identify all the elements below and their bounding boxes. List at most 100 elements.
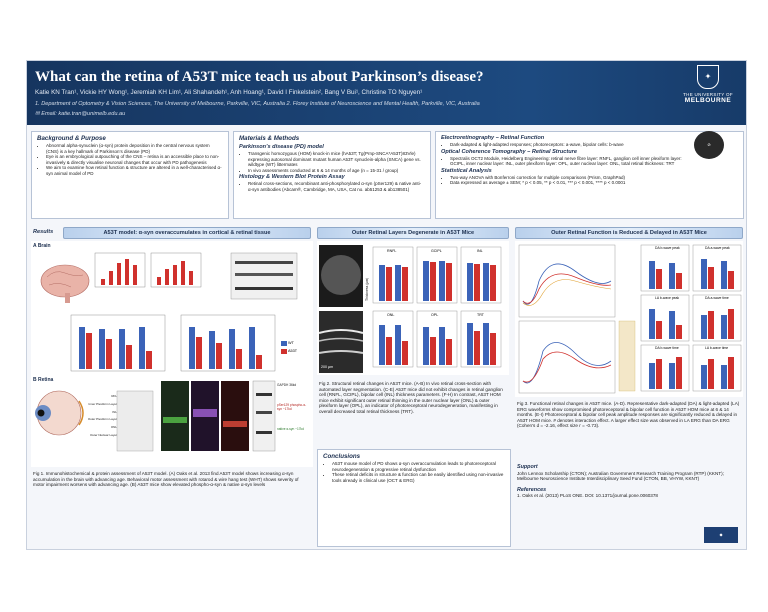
conclusion-bullet: These retinal deficits in structure & fu… (332, 472, 504, 483)
oct-bscan-image (319, 311, 363, 373)
ephys-bullet: Spectralis OCT2 Module, Heidelberg Engin… (450, 156, 695, 167)
retina-label: B Retina (33, 377, 54, 383)
legend-wt-label: WT (288, 341, 294, 345)
bipolar-cell-legend (618, 320, 636, 392)
retina-western-blot (252, 380, 276, 452)
reference-item: 1. Oaks et al. (2013) PLoS ONE. DOI: 10.… (517, 493, 658, 499)
university-logo: ✦ THE UNIVERSITY OF MELBOURNE (680, 65, 736, 121)
logo-text-line2: MELBOURNE (684, 97, 732, 104)
oct-chart-grid (372, 246, 502, 368)
panel3-svg (518, 244, 742, 394)
retina-section-bw (116, 390, 154, 452)
erg-panel-label: DA b-wave time (655, 346, 679, 350)
oct-panel-label: ONL (387, 313, 395, 317)
fig2-caption: Fig 2. Structural retinal changes in A53… (319, 381, 503, 414)
wb-phospho-label: pSer129 phospho-α-syn ~17kd (277, 403, 307, 411)
poster-header: What can the retina of A53T mice teach u… (27, 61, 746, 125)
methods-bullet: In vivo assessments conducted at 6 & 14 … (248, 168, 424, 174)
conclusions-heading: Conclusions (323, 453, 361, 460)
scalebar-label: 200 µm (321, 365, 334, 369)
support-heading: Support (517, 464, 538, 470)
erg-chart-grid (640, 244, 742, 392)
stats-subheading: Statistical Analysis (441, 167, 492, 174)
panel2-figure: 200 µm RNFL GCIPL INL ONL OPL TRT Thickn… (317, 241, 509, 375)
panel1-title: A53T model: α-syn overaccumulates in cor… (63, 227, 311, 239)
erg-panel-label: LA b-wave time (705, 346, 729, 350)
wb-gapdh-label: GAPDH 36kd (277, 383, 297, 387)
oct-panel-label: RNFL (387, 249, 397, 253)
erg-panel-label: DA a-wave peak (705, 246, 730, 250)
retina-layer-label: RFL (111, 394, 117, 398)
oct-subheading: Optical Coherence Tomography – Retinal S… (441, 148, 577, 155)
fig3-caption: Fig 3. Functional retinal changes in A53… (517, 401, 740, 429)
ephys-bullet: Dark-adapted & light-adapted responses; … (450, 142, 737, 148)
poster-title: What can the retina of A53T mice teach u… (35, 69, 484, 85)
oct-panel-label: TRT (477, 313, 484, 317)
legend-a53t-swatch (281, 349, 287, 354)
retina-layer-label: Outer Plexiform Layer (87, 417, 117, 422)
panel1-figure: A Brain (31, 241, 313, 467)
erg-panel-label: LA b-wave peak (655, 296, 680, 300)
histology-list: Retinal cross-sections, recombinant anti… (234, 181, 430, 192)
retina-layer-label: INL (112, 409, 117, 414)
wht-bars (189, 327, 262, 369)
brainstem-shape (65, 293, 70, 303)
erg-panel-label: DA a-wave time (705, 296, 729, 300)
oct-panel-label: GCIPL (431, 249, 442, 253)
conclusion-bullet: A53T mouse model of PD shows α-syn overa… (332, 461, 504, 472)
legend-wt-swatch (281, 341, 287, 346)
stats-list: Two-way ANOVA with Bonferroni correction… (436, 175, 743, 186)
support-text: John Lennox Scholarship (CTON); Australi… (517, 470, 724, 482)
erg-list: Dark-adapted & light-adapted responses; … (436, 142, 743, 148)
retina-layer-label: ONL (110, 425, 117, 430)
methods-box: Materials & Methods Parkinson’s disease … (233, 131, 431, 219)
background-bullet: We aim to examine how retinal function &… (46, 165, 222, 176)
methods-heading: Materials & Methods (239, 135, 300, 142)
poster: What can the retina of A53T mice teach u… (26, 60, 747, 550)
background-list: Abnormal alpha-synuclein (α-syn) protein… (32, 143, 228, 177)
crest-icon: ✦ (697, 65, 719, 89)
pd-model-subheading: Parkinson’s disease (PD) model (239, 144, 324, 150)
oct-ylabel: Thickness (µm) (365, 277, 369, 301)
ephys-bullet: Two-way ANOVA with Bonferroni correction… (450, 175, 737, 181)
brain-illustration (40, 264, 90, 298)
background-bullet: Abnormal alpha-synuclein (α-syn) protein… (46, 143, 222, 154)
retina-histology-1 (161, 381, 189, 451)
panel2-title: Outer Retinal Layers Degenerate in A53T … (317, 227, 509, 239)
oct-panel-label: OPL (431, 313, 439, 317)
panel3-figure: DA b-wave peak DA a-wave peak LA b-wave … (515, 241, 743, 397)
background-heading: Background & Purpose (37, 135, 106, 142)
retina-layer-label: Outer Nuclear Layer (89, 432, 117, 437)
panel1-svg (35, 252, 298, 452)
panel3-title: Outer Retinal Function is Reduced & Dela… (515, 227, 743, 239)
panel2-svg (318, 245, 502, 373)
background-bullet: Eye is an embryological outpouching of t… (46, 154, 222, 165)
support-section: Support John Lennox Scholarship (CTON); … (517, 464, 741, 499)
methods-list: Transgenic homozygous (HOM) knock-in mic… (234, 151, 430, 173)
wb-native-label: native α-syn ~17kd (277, 427, 304, 431)
contact-email: ✉ Email: katie.tran@unimelb.edu.au (35, 111, 126, 117)
histology-subheading: Histology & Western Blot Protein Assay (239, 174, 345, 181)
ephys-box: Electroretinography – Retinal Function D… (435, 131, 744, 219)
methods-bullet: Retinal cross-sections, recombinant anti… (248, 181, 424, 192)
no-pd-icon: ⊘ (694, 131, 724, 159)
author-list: Katie KN Tran¹, Vickie HY Wong¹, Jeremia… (35, 89, 423, 96)
conclusions-box: Conclusions A53T mouse model of PD shows… (317, 449, 511, 547)
florey-logo: ◆ (704, 527, 738, 543)
methods-bullet: Transgenic homozygous (HOM) knock-in mic… (248, 151, 424, 168)
conclusions-list: A53T mouse model of PD shows α-syn overa… (318, 461, 510, 483)
oct-panel-label: INL (477, 249, 483, 253)
erg-panel-label: DA b-wave peak (655, 246, 680, 250)
references-heading: References (517, 486, 547, 493)
retina-histology-3 (221, 381, 249, 451)
retina-layer-labels: RFL Inner Plexiform Layer INL Outer Plex… (85, 393, 117, 440)
background-box: Background & Purpose Abnormal alpha-synu… (31, 131, 229, 219)
ephys-bullet: Data expressed as average ± SEM; * p < 0… (450, 180, 737, 186)
erg-waveform-da (518, 244, 616, 318)
rotarod-bars (79, 327, 152, 369)
logo-text-line1: THE UNIVERSITY OF (683, 92, 733, 97)
legend-a53t-label: A53T (288, 349, 298, 353)
oct-list: Spectralis OCT2 Module, Heidelberg Engin… (436, 156, 743, 167)
brain-label: A Brain (33, 243, 51, 249)
fig1-caption: Fig 1. Immunohistochemical & protein ass… (33, 471, 299, 488)
